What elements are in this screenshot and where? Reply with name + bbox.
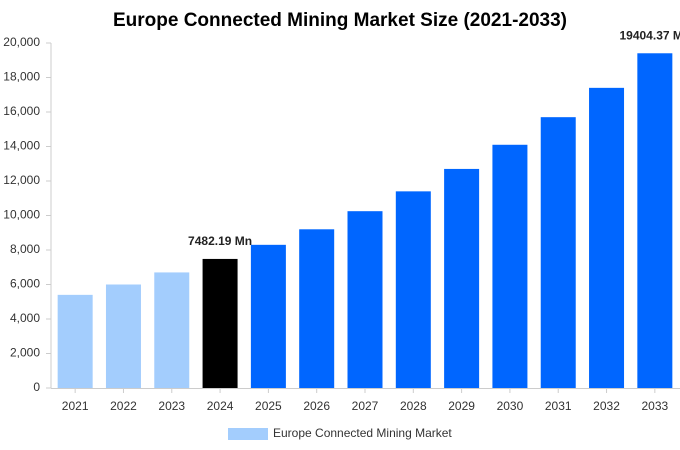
x-tick-label: 2033 (641, 399, 668, 413)
x-tick-label: 2028 (400, 399, 427, 413)
bar (444, 168, 480, 388)
bar (202, 258, 238, 388)
x-tick-label: 2021 (62, 399, 89, 413)
bar (637, 53, 673, 388)
legend-swatch (228, 428, 268, 440)
y-tick-label: 6,000 (10, 277, 40, 291)
bar (347, 211, 383, 388)
x-tick-label: 2025 (255, 399, 282, 413)
value-label: 7482.19 Mn (188, 234, 252, 248)
y-tick-label: 18,000 (3, 70, 40, 84)
bar (154, 272, 190, 388)
x-tick-label: 2030 (497, 399, 524, 413)
x-tick-label: 2023 (158, 399, 185, 413)
y-tick-label: 20,000 (3, 35, 40, 49)
chart-title: Europe Connected Mining Market Size (202… (113, 10, 567, 31)
x-tick-label: 2024 (207, 399, 234, 413)
y-tick-label: 16,000 (3, 104, 40, 118)
bar (105, 284, 141, 388)
x-tick-label: 2027 (352, 399, 379, 413)
y-tick-label: 0 (33, 380, 40, 394)
x-tick-label: 2029 (448, 399, 475, 413)
y-tick-label: 14,000 (3, 139, 40, 153)
bar (589, 87, 625, 388)
legend-label: Europe Connected Mining Market (273, 426, 452, 440)
y-tick-label: 4,000 (10, 311, 40, 325)
x-tick-label: 2026 (303, 399, 330, 413)
x-tick-label: 2032 (593, 399, 620, 413)
y-tick-label: 8,000 (10, 242, 40, 256)
x-tick-label: 2031 (545, 399, 572, 413)
bar (57, 294, 93, 388)
bar (250, 244, 286, 388)
y-tick-label: 10,000 (3, 208, 40, 222)
bar (395, 191, 431, 388)
bar (492, 144, 528, 388)
y-tick-label: 2,000 (10, 346, 40, 360)
bar (299, 229, 335, 388)
x-tick-label: 2022 (110, 399, 137, 413)
value-label: 19404.37 Mn (619, 28, 680, 42)
y-tick-label: 12,000 (3, 173, 40, 187)
bar (540, 117, 576, 389)
